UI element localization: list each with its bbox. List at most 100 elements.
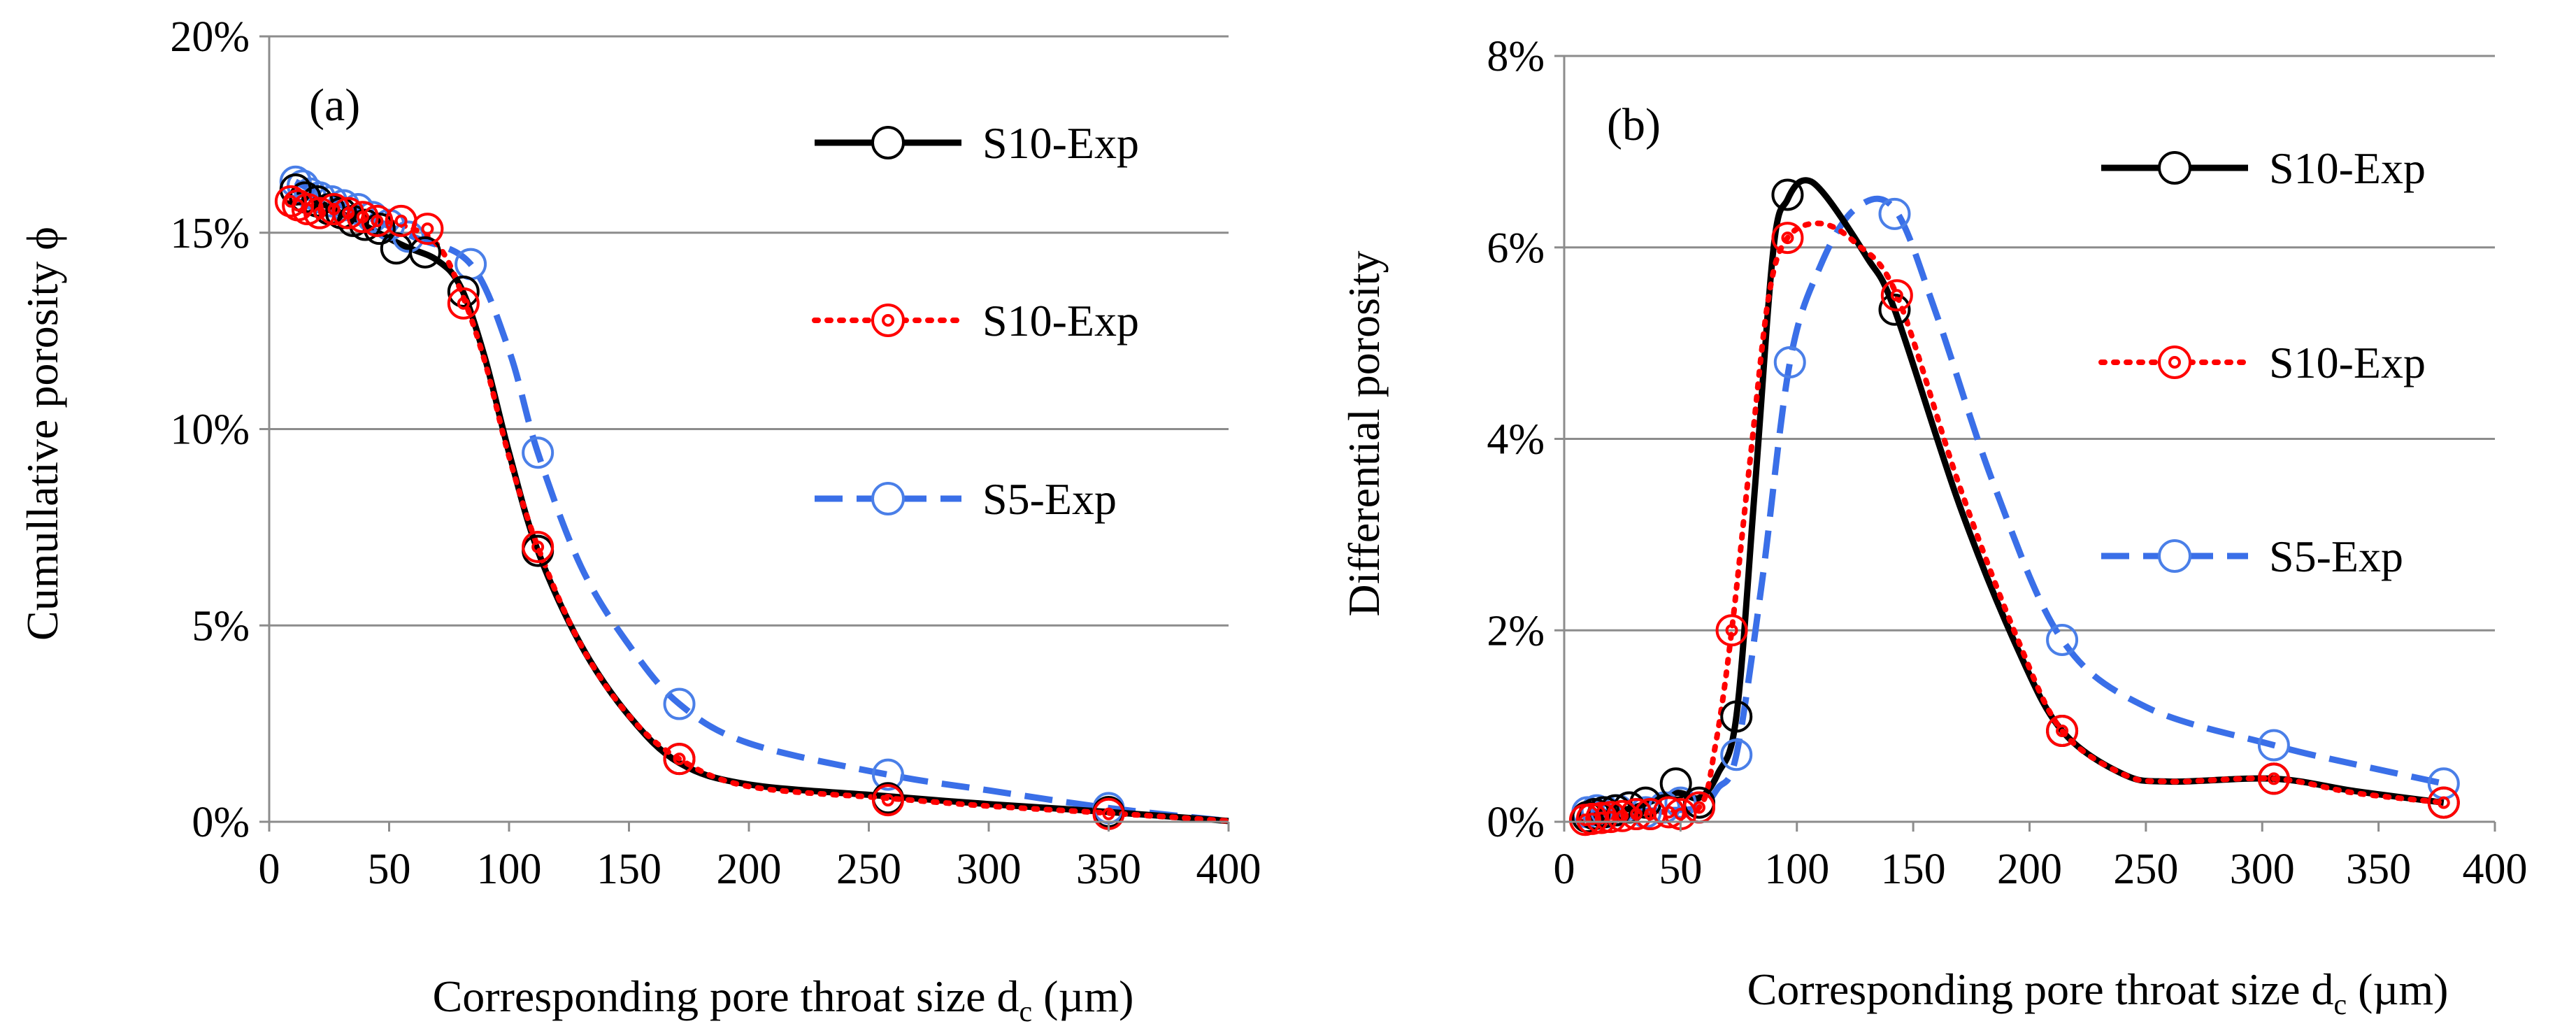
panel-a-series-2-point-inner: [394, 214, 408, 227]
panel-a-series-2-point-inner: [371, 214, 384, 227]
panel-b-series-line-1: [1587, 177, 2445, 820]
panel-a-series-3-point: [663, 688, 696, 720]
chart-panel-b: 0% 2% 4% 6% 8% 0 50 100 150 200 250 300 350 400 (b) D…: [1339, 33, 2528, 1021]
panel-a-x-axis-title: Corresponding pore throat size dc (µm): [433, 971, 1134, 1028]
panel-a-x-tick-label: 350: [1076, 846, 1141, 893]
panel-a-y-tick-label: 20%: [170, 13, 250, 61]
panel-b-series-2-point-inner: [2437, 796, 2450, 809]
panel-a-series-2-point-inner: [457, 297, 470, 310]
panel-a-series-1-point: [408, 236, 441, 269]
panel-a-legend: S10-Exp S10-Exp S5-Exp: [812, 118, 1139, 524]
panel-a-series-2-point: [361, 204, 394, 237]
panel-b-series: [1568, 177, 2460, 836]
panel-a-legend-label-1: S10-Exp: [982, 118, 1139, 168]
panel-b-series-2-point: [2046, 714, 2079, 747]
panel-a-series-3-point: [871, 758, 904, 791]
panel-b-y-axis-title: Differential porosity: [1339, 250, 1389, 616]
panel-b-series-2-point-inner: [1692, 801, 1705, 814]
panel-a-axes: 0% 5% 10% 15% 20% 0 50 100 150 200 250 300 350 400: [170, 13, 1261, 893]
panel-a-series-2-point: [274, 185, 307, 218]
panel-a-series-2-point: [663, 743, 696, 776]
panel-a-x-axis-title-unit: (µm): [1032, 971, 1133, 1021]
panel-a-x-tick-label: 0: [259, 846, 280, 893]
panel-b-y-tick-label: 6%: [1487, 225, 1545, 272]
panel-a-y-axis-title: Cumullative porosity ϕ: [17, 227, 67, 641]
panel-b-series-2-point-inner: [1725, 624, 1738, 637]
panel-b-x-tick-label: 50: [1659, 846, 1702, 893]
panel-b-series-2-point-inner: [2056, 724, 2069, 737]
panel-b-series-line-3: [1587, 195, 2445, 815]
panel-b-y-tick-label: 4%: [1487, 416, 1545, 464]
panel-b-series-2-point: [1771, 222, 1804, 255]
panel-b-x-tick-label: 250: [2113, 846, 2178, 893]
panel-b-legend-marker-inner-2: [2168, 356, 2181, 369]
panel-a-series-2-point: [411, 213, 444, 245]
panel-b-series-2-point: [1620, 798, 1653, 831]
panel-b-x-axis-title-main: Corresponding pore throat size d: [1747, 964, 2334, 1014]
panel-b-x-tick-label: 300: [2230, 846, 2295, 893]
panel-b-label: (b): [1607, 99, 1661, 150]
panel-b-series-3-point: [2257, 729, 2290, 762]
panel-a-label: (a): [309, 80, 360, 131]
panel-b-series-2-point: [1715, 614, 1748, 647]
panel-a-x-tick-label: 50: [368, 846, 411, 893]
panel-b-legend-label-1: S10-Exp: [2269, 143, 2426, 193]
panel-b-legend-label-2: S10-Exp: [2269, 338, 2426, 387]
panel-a-y-tick-label: 0%: [192, 799, 250, 846]
panel-a-legend-marker-2: [871, 304, 905, 337]
panel-b-x-axis-title-unit: (µm): [2347, 964, 2448, 1014]
panel-b-series-1-point: [1878, 293, 1911, 326]
panel-a-series-2-point: [522, 530, 554, 563]
panel-a-x-tick-label: 300: [957, 846, 1022, 893]
panel-b-x-axis-title-subscript: c: [2333, 989, 2347, 1021]
panel-b-series-2-point: [2427, 786, 2460, 819]
panel-a-x-tick-label: 200: [717, 846, 782, 893]
panel-b-series-2-point: [1594, 801, 1627, 834]
panel-b-gridlines: [1564, 55, 2495, 632]
panel-b-axes: 0% 2% 4% 6% 8% 0 50 100 150 200 250 300 350 400: [1487, 33, 2527, 893]
panel-a-x-tick-label: 100: [477, 846, 542, 893]
panel-a-y-tick-label: 15%: [170, 210, 250, 257]
panel-a-y-tick-label: 5%: [192, 602, 250, 650]
panel-a-y-tick-label: 10%: [170, 406, 250, 454]
panel-a-x-axis-title-main: Corresponding pore throat size d: [433, 971, 1019, 1021]
panel-a-series-2-point-inner: [1102, 807, 1115, 820]
panel-a-legend-marker-3: [871, 482, 905, 515]
panel-a-series-2-point-inner: [421, 222, 434, 236]
panel-a-legend-marker-inner-2: [882, 314, 894, 327]
panel-a-series-2-point: [871, 784, 904, 817]
panel-b-series-3-point: [1773, 346, 1806, 378]
panel-b-series-2-point-inner: [1890, 289, 1903, 302]
panel-b-series-2-point: [2257, 762, 2290, 795]
panel-a-series-2-point: [447, 287, 480, 320]
panel-b-series-2-point-inner: [1578, 813, 1591, 827]
panel-a-legend-label-3: S5-Exp: [982, 474, 1117, 524]
panel-b-x-tick-label: 400: [2463, 846, 2528, 893]
panel-a-series-2-point-inner: [673, 753, 686, 766]
panel-b-x-tick-label: 200: [1997, 846, 2062, 893]
panel-b-series-3-point: [1720, 739, 1753, 771]
panel-b-y-tick-label: 2%: [1487, 607, 1545, 655]
panel-b-legend-marker-1: [2158, 151, 2191, 185]
panel-a-x-tick-label: 400: [1196, 846, 1261, 893]
panel-b-x-tick-label: 100: [1764, 846, 1829, 893]
panel-b-x-tick-label: 0: [1554, 846, 1575, 893]
panel-b-series-1-point: [1771, 178, 1804, 211]
panel-a-legend-marker-1: [871, 126, 905, 159]
panel-b-legend: S10-Exp S10-Exp S5-Exp: [2098, 143, 2426, 581]
panel-a-series: [274, 165, 1231, 830]
panel-b-x-tick-label: 150: [1881, 846, 1946, 893]
panel-b-series-2-point: [1880, 279, 1913, 312]
panel-a-series-line-3: [294, 178, 1229, 825]
panel-b-x-axis-title: Corresponding pore throat size dc (µm): [1747, 964, 2449, 1021]
panel-b-series-1-point: [1720, 700, 1753, 733]
panel-a-series-2-point-inner: [881, 794, 894, 807]
panel-b-y-tick-label: 0%: [1487, 799, 1545, 846]
panel-a-legend-label-2: S10-Exp: [982, 296, 1139, 345]
panel-a-series-2-point-inner: [531, 540, 545, 553]
panel-b-x-tick-label: 350: [2346, 846, 2411, 893]
panel-b-legend-label-3: S5-Exp: [2269, 532, 2403, 581]
panel-b-series-3-point: [2046, 623, 2079, 656]
panel-b-series-2-point-inner: [2267, 772, 2280, 785]
